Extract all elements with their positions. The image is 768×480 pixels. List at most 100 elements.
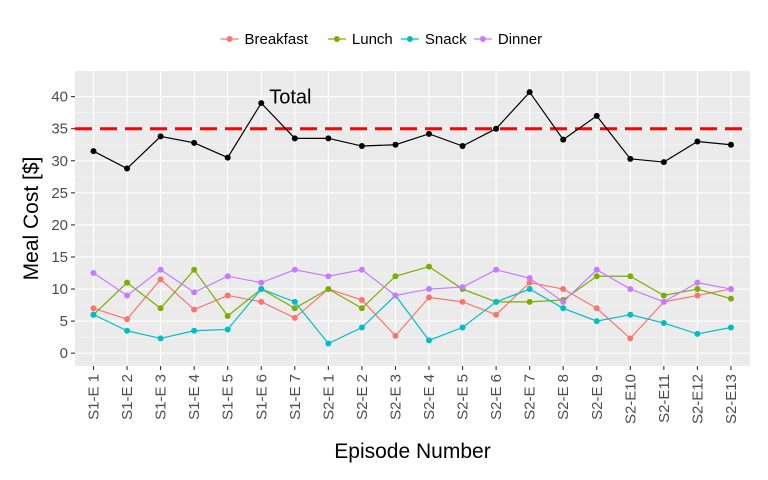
point-breakfast bbox=[258, 298, 265, 305]
x-tick-label: S1-E 6 bbox=[253, 374, 270, 420]
point-snack bbox=[526, 286, 533, 293]
point-lunch bbox=[124, 279, 131, 286]
point-total bbox=[224, 154, 231, 161]
point-snack bbox=[727, 324, 734, 331]
point-dinner bbox=[224, 273, 231, 280]
x-tick-label: S2-E 3 bbox=[387, 374, 404, 420]
point-snack bbox=[224, 326, 231, 333]
x-tick-label: S1-E 2 bbox=[119, 374, 136, 420]
x-tick-label: S1-E 7 bbox=[287, 374, 304, 420]
x-tick-label: S2-E12 bbox=[689, 374, 706, 424]
x-tick-label: S2-E 1 bbox=[320, 374, 337, 420]
point-total bbox=[627, 155, 634, 162]
point-breakfast bbox=[426, 294, 432, 301]
point-total bbox=[426, 130, 432, 137]
series-lines bbox=[93, 91, 732, 345]
x-tick-label: S2-E 4 bbox=[421, 374, 438, 420]
point-snack bbox=[426, 337, 432, 344]
point-breakfast bbox=[493, 311, 500, 318]
series-line-dinner bbox=[93, 269, 732, 303]
point-breakfast bbox=[593, 305, 600, 312]
point-total bbox=[325, 135, 332, 142]
point-total bbox=[694, 138, 701, 145]
point-total bbox=[459, 143, 466, 150]
point-breakfast bbox=[392, 332, 399, 339]
point-dinner bbox=[593, 266, 600, 273]
point-snack bbox=[157, 335, 164, 342]
legend-label-breakfast: Breakfast bbox=[245, 31, 309, 48]
legend-label-dinner: Dinner bbox=[498, 31, 542, 48]
point-total bbox=[291, 135, 298, 142]
point-breakfast bbox=[90, 305, 97, 312]
legend-key-point-snack bbox=[406, 36, 413, 42]
y-tick-label: 35 bbox=[51, 121, 68, 138]
point-snack bbox=[627, 311, 634, 318]
point-snack bbox=[459, 324, 466, 331]
point-total bbox=[157, 133, 164, 140]
point-lunch bbox=[191, 266, 198, 273]
point-dinner bbox=[90, 270, 97, 277]
point-total bbox=[90, 148, 97, 155]
x-tick-label: S1-E 1 bbox=[86, 374, 103, 420]
point-snack bbox=[593, 318, 600, 325]
point-lunch bbox=[727, 295, 734, 302]
point-lunch bbox=[224, 312, 231, 319]
x-tick-label: S2-E 8 bbox=[555, 374, 572, 420]
x-tick-label: S1-E 4 bbox=[186, 374, 203, 420]
point-total bbox=[258, 100, 265, 107]
point-snack bbox=[325, 340, 332, 347]
point-breakfast bbox=[191, 306, 198, 313]
legend-label-lunch: Lunch bbox=[352, 31, 393, 48]
point-breakfast bbox=[560, 286, 567, 293]
x-tick-label: S1-E 5 bbox=[220, 374, 237, 420]
point-breakfast bbox=[291, 314, 298, 321]
point-dinner bbox=[124, 292, 131, 299]
point-snack bbox=[291, 298, 298, 305]
x-tick-label: S2-E 5 bbox=[455, 374, 472, 420]
point-total bbox=[660, 159, 667, 166]
point-snack bbox=[258, 286, 265, 293]
point-total bbox=[560, 136, 567, 143]
point-dinner bbox=[560, 298, 567, 305]
point-dinner bbox=[426, 286, 432, 293]
point-breakfast bbox=[157, 276, 164, 283]
x-tick-label: S2-E 6 bbox=[488, 374, 505, 420]
point-total bbox=[124, 165, 131, 172]
y-tick-label: 15 bbox=[51, 249, 68, 266]
point-snack bbox=[660, 320, 667, 327]
point-dinner bbox=[459, 284, 466, 291]
y-tick-label: 20 bbox=[51, 217, 68, 234]
x-tick-label: S2-E10 bbox=[622, 374, 639, 424]
x-axis-title: Episode Number bbox=[334, 440, 490, 463]
point-dinner bbox=[358, 266, 365, 273]
y-tick-label: 10 bbox=[51, 281, 68, 298]
annotation-total: Total bbox=[269, 86, 311, 108]
point-dinner bbox=[191, 289, 198, 296]
point-lunch bbox=[593, 273, 600, 280]
point-breakfast bbox=[358, 296, 365, 303]
point-snack bbox=[191, 327, 198, 334]
point-lunch bbox=[291, 305, 298, 312]
series-line-lunch bbox=[93, 265, 732, 317]
point-dinner bbox=[392, 292, 399, 299]
point-total bbox=[392, 141, 399, 148]
legend-key-point-lunch bbox=[333, 36, 340, 42]
y-tick-label: 30 bbox=[51, 153, 68, 170]
point-total bbox=[593, 112, 600, 119]
point-snack bbox=[90, 311, 97, 318]
y-tick-label: 25 bbox=[51, 185, 68, 202]
point-dinner bbox=[157, 266, 164, 273]
point-breakfast bbox=[526, 279, 533, 286]
series-points bbox=[90, 89, 734, 347]
y-tick-label: 40 bbox=[51, 89, 68, 106]
x-tick-label: S2-E13 bbox=[723, 374, 740, 424]
point-dinner bbox=[694, 279, 701, 286]
point-snack bbox=[493, 298, 500, 305]
point-dinner bbox=[660, 298, 667, 305]
x-tick-label: S2-E 7 bbox=[522, 374, 539, 420]
point-breakfast bbox=[224, 292, 231, 299]
point-total bbox=[727, 141, 734, 148]
point-dinner bbox=[727, 286, 734, 293]
x-axis: S1-E 1 S1-E 2 S1-E 3 S1-E 4 S1-E 5 S1-E 6 S1-E… bbox=[86, 366, 740, 424]
